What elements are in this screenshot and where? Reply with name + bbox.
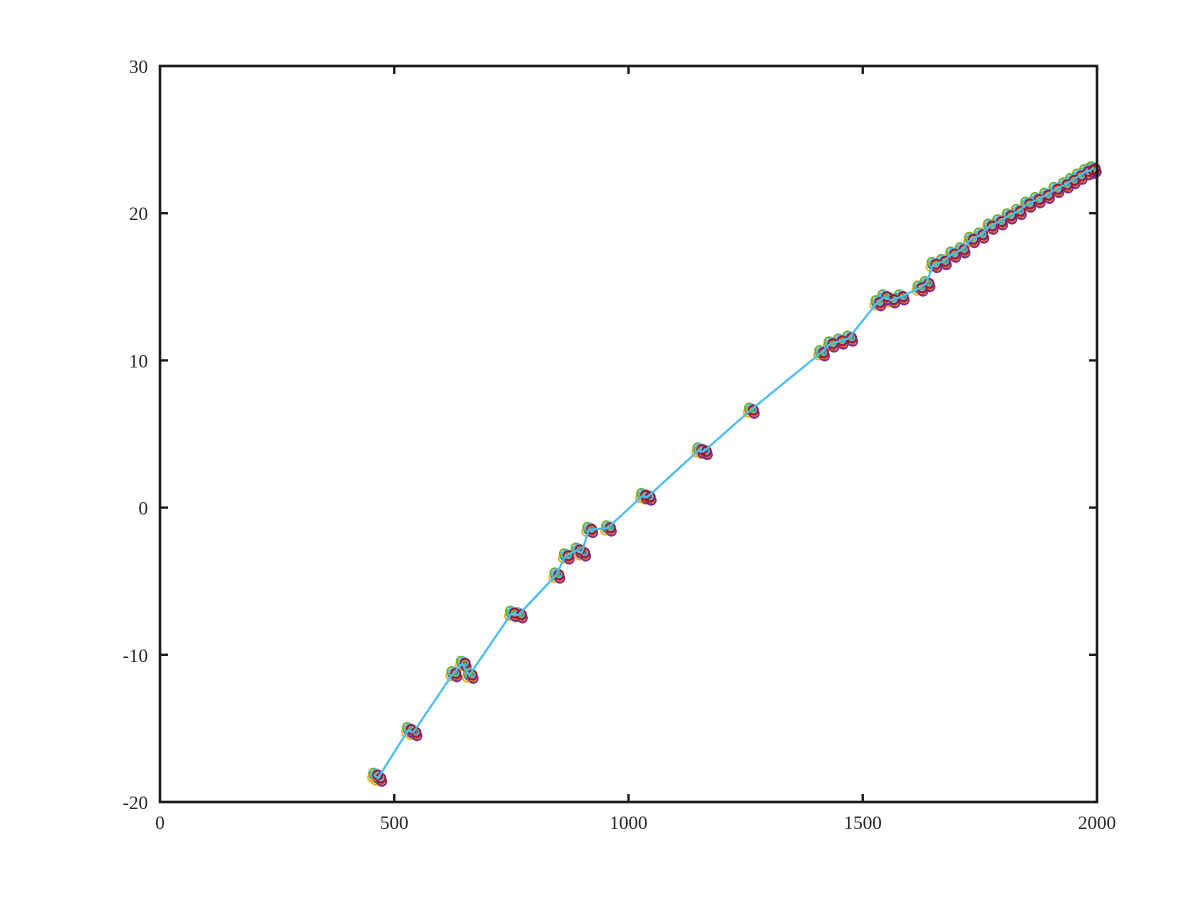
data-point-marker	[1005, 210, 1017, 222]
marker-series-1	[369, 163, 1098, 784]
x-tick-label: 1500	[844, 813, 882, 834]
axes-box-rect	[158, 64, 1099, 804]
marker-series-7	[372, 163, 1101, 784]
x-tick-labels-group: 0 500 1000 1500 2000	[155, 813, 1116, 834]
x-tick-label: 0	[155, 813, 165, 834]
tick-marks-group	[160, 66, 1097, 802]
y-tick-label: -10	[123, 646, 148, 667]
data-series-line	[373, 167, 1094, 780]
x-tick-label: 1000	[610, 813, 648, 834]
marker-series-2	[371, 165, 1101, 786]
data-point-marker	[747, 404, 759, 416]
data-point-marker	[827, 338, 839, 350]
marker-series-6	[370, 162, 1100, 783]
data-point-marker	[818, 347, 829, 358]
x-tick-label: 500	[380, 813, 409, 834]
marker-series-4	[373, 166, 1102, 787]
data-point-marker	[949, 248, 961, 260]
data-point-marker	[1024, 198, 1036, 210]
data-point-marker	[1052, 183, 1064, 195]
data-series-group	[367, 161, 1102, 787]
y-tick-label: -20	[123, 793, 148, 814]
x-tick-label: 2000	[1078, 813, 1116, 834]
y-tick-label: 0	[139, 499, 149, 520]
y-tick-label: 20	[129, 204, 148, 225]
data-point-marker	[968, 233, 979, 245]
data-point-marker	[874, 297, 886, 308]
data-point-marker	[562, 550, 574, 562]
data-point-marker	[930, 258, 942, 270]
data-point-marker	[450, 668, 462, 679]
marker-series-3	[367, 165, 1096, 786]
data-point-marker	[986, 220, 998, 232]
y-tick-labels-group: -20 -10 0 10 20 30	[123, 57, 148, 814]
data-point-marker	[1089, 163, 1101, 174]
y-tick-label: 10	[129, 351, 148, 372]
y-tick-label: 30	[129, 57, 148, 78]
marker-series-5	[368, 161, 1097, 782]
axes-box	[158, 64, 1099, 804]
